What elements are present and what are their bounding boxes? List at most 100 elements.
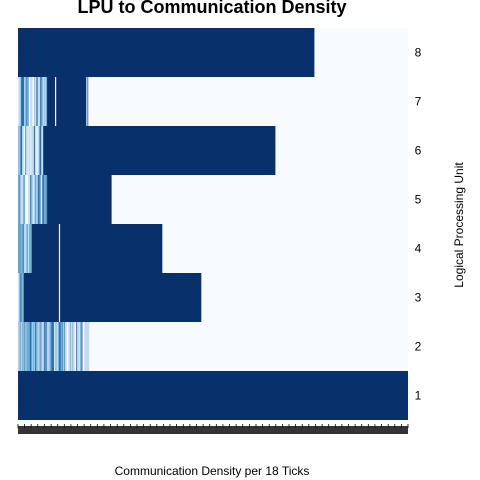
heatmap-line [49, 322, 51, 371]
heatmap-line [26, 126, 28, 175]
heatmap-line [19, 77, 21, 126]
x-tick-label-clutter [18, 426, 408, 434]
heatmap-line [24, 175, 26, 224]
heatmap-line [18, 273, 20, 322]
heatmap-line [41, 322, 42, 371]
heatmap-line [21, 126, 23, 175]
heatmap-dense-block [47, 77, 89, 126]
heatmap-line [45, 77, 46, 126]
heatmap-line [20, 175, 22, 224]
x-axis-label: Communication Density per 18 Ticks [115, 464, 310, 478]
heatmap-line [52, 322, 54, 371]
heatmap-dense-block [18, 371, 408, 420]
plot-area [18, 28, 408, 420]
y-tick-label: 7 [415, 95, 422, 109]
heatmap-row-5 [18, 175, 112, 224]
heatmap-line [26, 77, 29, 126]
heatmap-line [20, 322, 21, 371]
heatmap-line [33, 322, 35, 371]
heatmap-line [76, 322, 78, 371]
heatmap-gap [86, 77, 88, 126]
heatmap-line [34, 77, 37, 126]
heatmap-dense-block [23, 273, 202, 322]
heatmap-line [87, 322, 90, 371]
heatmap-line [70, 322, 72, 371]
heatmap-line [19, 77, 20, 126]
heatmap-line [27, 224, 29, 273]
heatmap-line [22, 77, 25, 126]
heatmap-line [19, 224, 21, 273]
heatmap-line [18, 126, 21, 175]
heatmap-line [30, 77, 33, 126]
heatmap-line [38, 126, 40, 175]
heatmap-line [84, 322, 86, 371]
heatmap-row-1 [18, 371, 408, 420]
heatmap-line [47, 322, 49, 371]
heatmap-line [25, 77, 27, 126]
heatmap-line [19, 273, 20, 322]
y-axis-label: Logical Processing Unit [452, 162, 466, 288]
heatmap-line [37, 322, 39, 371]
heatmap-line [37, 126, 39, 175]
heatmap-line [32, 126, 34, 175]
heatmap-dense-block [43, 126, 276, 175]
heatmap-line [20, 273, 22, 322]
heatmap-line [58, 322, 60, 371]
heatmap-line [42, 175, 44, 224]
y-tick-label: 6 [415, 144, 422, 158]
heatmap-line [28, 175, 30, 224]
heatmap-line [31, 224, 32, 273]
heatmap-line [42, 322, 44, 371]
heatmap-row-7 [18, 77, 89, 126]
heatmap-line [45, 322, 47, 371]
heatmap-line [59, 322, 61, 371]
heatmap-line [64, 322, 66, 371]
heatmap-line [28, 224, 31, 273]
heatmap-line [42, 126, 44, 175]
heatmap-line [18, 322, 19, 371]
heatmap-line [18, 175, 20, 224]
heatmap-line [21, 273, 23, 322]
heatmap-line [43, 322, 45, 371]
y-tick-labels: 1 2 3 4 5 6 7 8 [415, 46, 422, 403]
heatmap-line [86, 322, 88, 371]
heatmap-line [35, 322, 37, 371]
heatmap-dense-block [18, 28, 315, 77]
y-tick-label: 3 [415, 291, 422, 305]
heatmap-line [22, 224, 24, 273]
heatmap-line [25, 322, 27, 371]
heatmap-line [41, 77, 43, 126]
heatmap-line [68, 322, 71, 371]
heatmap-line [68, 322, 70, 371]
heatmap-line [35, 322, 37, 371]
heatmap-row-3 [18, 273, 202, 322]
heatmap-line [22, 175, 25, 224]
heatmap-line [21, 224, 23, 273]
heatmap-line [57, 322, 59, 371]
heatmap-line [78, 322, 80, 371]
heatmap-line [46, 175, 47, 224]
heatmap-line [85, 322, 87, 371]
heatmap-line [80, 322, 82, 371]
heatmap-line [25, 224, 27, 273]
heatmap-line [19, 273, 21, 322]
heatmap-line [41, 126, 43, 175]
heatmap-row-2 [18, 322, 90, 371]
heatmap-line [44, 77, 46, 126]
heatmap-row-4 [18, 224, 163, 273]
heatmap-line [41, 175, 43, 224]
heatmap-line [55, 322, 56, 371]
heatmap-line [44, 175, 46, 224]
heatmap-line [18, 224, 20, 273]
heatmap-line [81, 322, 83, 371]
heatmap-line [20, 77, 22, 126]
heatmap-line [29, 322, 32, 371]
heatmap-line [26, 224, 28, 273]
heatmap-line [24, 224, 26, 273]
heatmap-line [39, 175, 41, 224]
heatmap-line [26, 322, 29, 371]
heatmap-line [58, 322, 59, 371]
y-tick-label: 5 [415, 193, 422, 207]
y-tick-label: 8 [415, 46, 422, 60]
